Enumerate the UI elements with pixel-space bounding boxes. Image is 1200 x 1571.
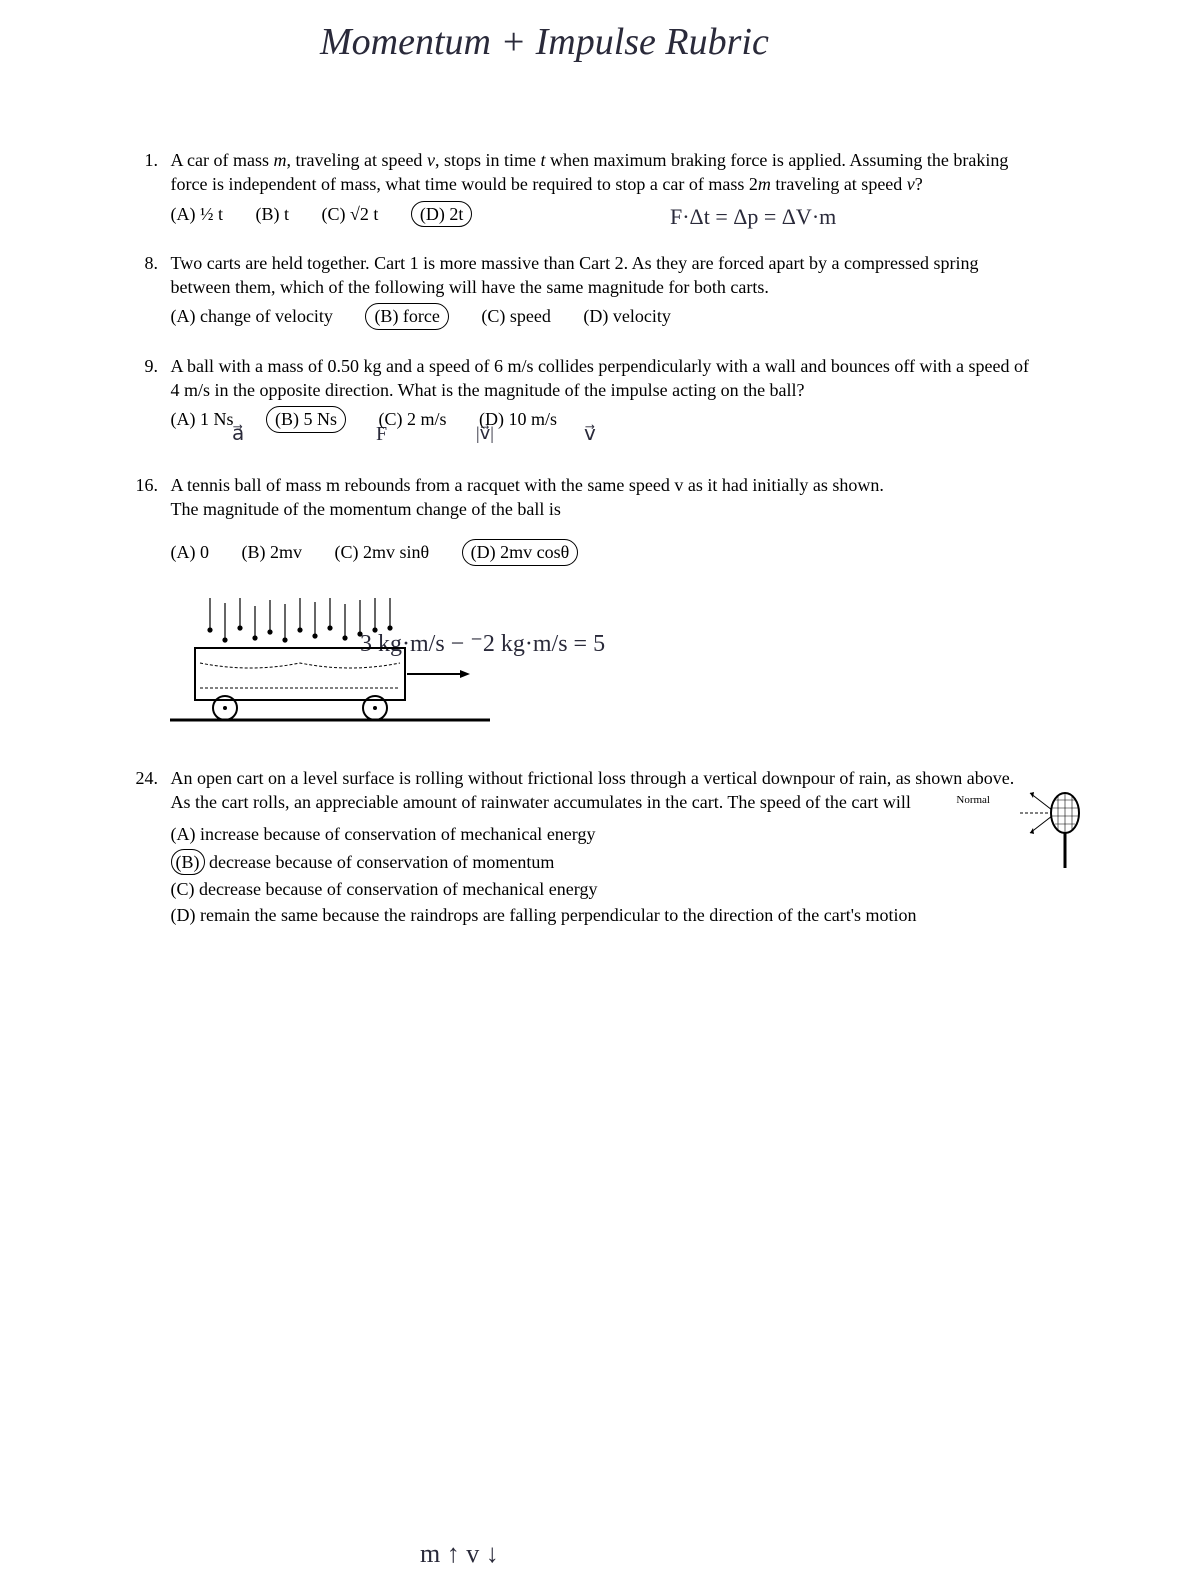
question-16: 16. A tennis ball of mass m rebounds fro… — [130, 473, 1050, 742]
question-1: 1. A car of mass m, traveling at speed v… — [130, 148, 1050, 227]
choice-a: (A) 1 Ns — [171, 407, 234, 431]
choice-c: (C) 2mv sinθ — [335, 540, 430, 564]
content-area: 1. A car of mass m, traveling at speed v… — [130, 148, 1050, 954]
choice-b: (B) 2mv — [242, 540, 303, 564]
page-title-handwritten: Momentum + Impulse Rubric — [320, 20, 769, 64]
question-body: Two carts are held together. Cart 1 is m… — [171, 251, 1031, 330]
question-number: 24. — [130, 766, 158, 790]
choices-column: (A) increase because of conservation of … — [171, 822, 1031, 927]
choice-c: (C) 2 m/s — [379, 407, 447, 431]
question-text: An open cart on a level surface is rolli… — [171, 768, 1015, 812]
choice-c: (C) speed — [481, 304, 550, 328]
choices-row: (A) change of velocity (B) force (C) spe… — [171, 303, 1031, 329]
handwritten-equation-1: F·Δt = Δp = ΔV·m — [670, 202, 836, 232]
choice-b-circled: (B) force — [365, 303, 448, 329]
choices-row: (A) ½ t (B) t (C) √2 t (D) 2t — [171, 201, 1031, 227]
choice-d: (D) velocity — [583, 304, 670, 328]
choice-a: (A) change of velocity — [171, 304, 333, 328]
choice-d: (D) remain the same because the raindrop… — [171, 903, 1031, 927]
choice-c: (C) √2 t — [322, 202, 379, 226]
question-9: 9. A ball with a mass of 0.50 kg and a s… — [130, 354, 1050, 433]
question-text: Two carts are held together. Cart 1 is m… — [171, 253, 979, 297]
choice-b-circled: (B) decrease because of conservation of … — [171, 849, 1031, 875]
question-body: A tennis ball of mass m rebounds from a … — [171, 473, 891, 566]
question-24: 24. An open cart on a level surface is r… — [130, 766, 1050, 930]
question-text: A tennis ball of mass m rebounds from a … — [171, 475, 884, 519]
choice-d: (D) 10 m/s — [479, 407, 557, 431]
choices-row: (A) 0 (B) 2mv (C) 2mv sinθ (D) 2mv cosθ — [171, 539, 891, 565]
choice-c: (C) decrease because of conservation of … — [171, 877, 1031, 901]
question-number: 8. — [130, 251, 158, 275]
question-number: 1. — [130, 148, 158, 172]
cart-rain-icon — [170, 598, 490, 728]
choices-row: (A) 1 Ns (B) 5 Ns (C) 2 m/s (D) 10 m/s — [171, 406, 1031, 432]
choice-a: (A) increase because of conservation of … — [171, 822, 1031, 846]
question-number: 9. — [130, 354, 158, 378]
choice-d-circled: (D) 2mv cosθ — [462, 539, 579, 565]
question-body: A car of mass m, traveling at speed v, s… — [171, 148, 1031, 227]
question-number: 16. — [130, 473, 158, 497]
choice-b-text: decrease because of conservation of mome… — [209, 852, 554, 872]
question-text: A car of mass m, traveling at speed v, s… — [171, 150, 1009, 194]
choice-b-circled: (B) 5 Ns — [266, 406, 346, 432]
choice-b: (B) t — [256, 202, 290, 226]
handwritten-equation-24: m ↑ v ↓ — [420, 1536, 499, 1571]
choice-a: (A) ½ t — [171, 202, 224, 226]
choice-a: (A) 0 — [171, 540, 210, 564]
question-body: An open cart on a level surface is rolli… — [171, 766, 1031, 930]
choice-d-circled: (D) 2t — [411, 201, 473, 227]
question-8: 8. Two carts are held together. Cart 1 i… — [130, 251, 1050, 330]
question-text: A ball with a mass of 0.50 kg and a spee… — [171, 356, 1029, 400]
question-body: A ball with a mass of 0.50 kg and a spee… — [171, 354, 1031, 433]
